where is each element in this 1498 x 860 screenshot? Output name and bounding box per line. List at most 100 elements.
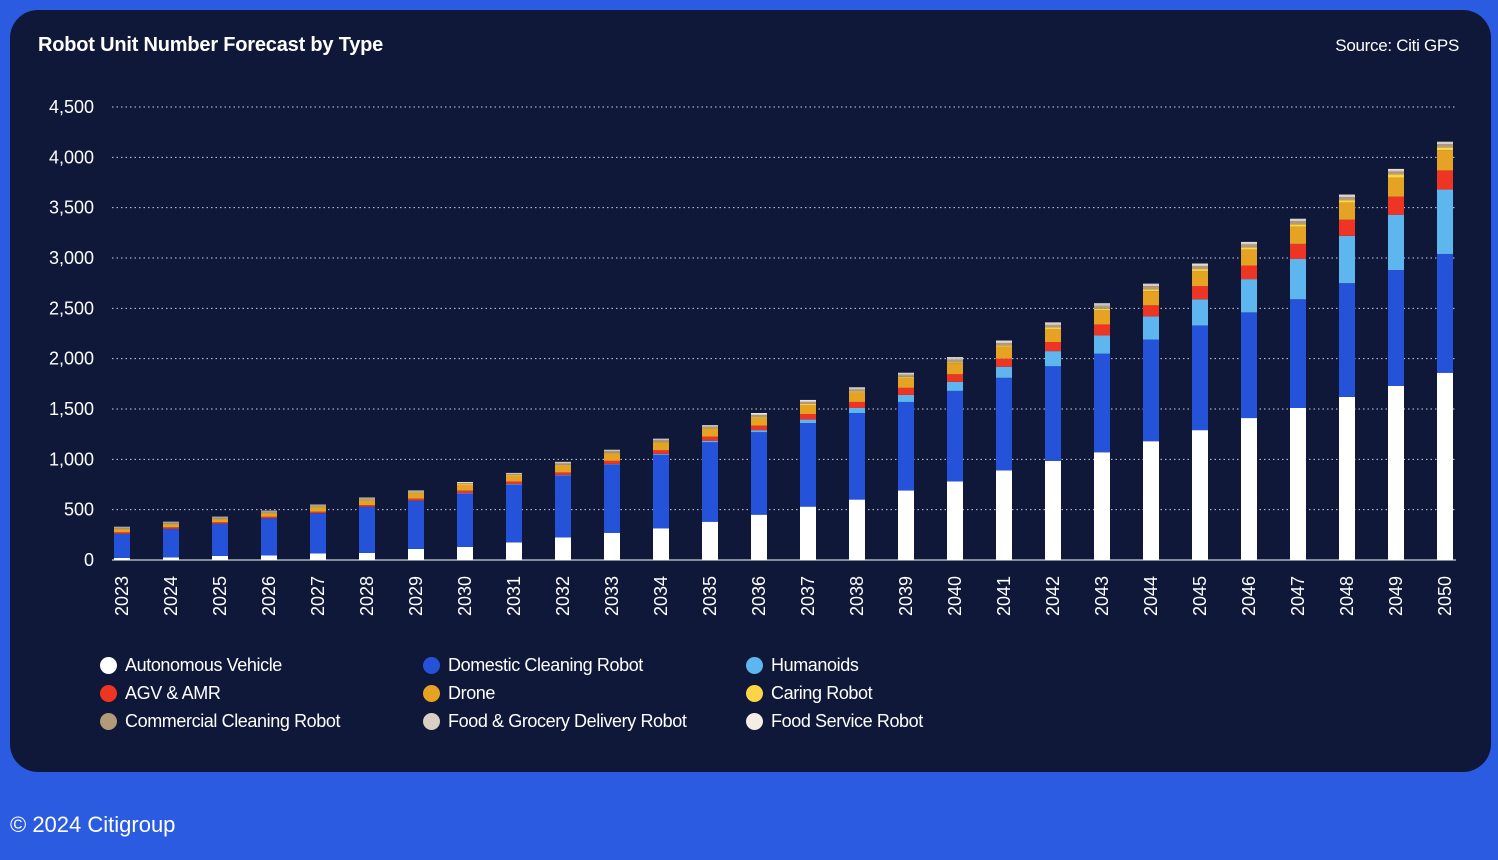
bar-segment (1388, 385, 1404, 560)
legend-label: Food & Grocery Delivery Robot (448, 710, 687, 731)
legend-swatch (746, 712, 763, 730)
bar-segment (1388, 177, 1404, 197)
bar-segment (1192, 299, 1208, 326)
bar-segment (457, 482, 473, 484)
bar-segment (800, 399, 816, 401)
x-tick-label: 2047 (1288, 576, 1308, 616)
bar-segment (800, 401, 816, 404)
bar-segment (1143, 291, 1159, 306)
x-tick-label: 2034 (651, 576, 671, 616)
bar-segment (359, 498, 375, 499)
bar-segment (702, 436, 718, 441)
y-tick-label: 0 (84, 550, 94, 570)
bar-segment (604, 453, 620, 461)
y-tick-label: 2,000 (49, 349, 94, 369)
bar-segment (751, 413, 767, 415)
bar-segment (653, 453, 669, 455)
x-tick-label: 2035 (700, 576, 720, 616)
bar-segment (604, 451, 620, 453)
bar-segment (1143, 286, 1159, 290)
bar-segment (506, 474, 522, 476)
bar-segment (947, 381, 963, 391)
bar-segment (1388, 270, 1404, 386)
bar-segment (1045, 351, 1061, 367)
bar-segment (310, 553, 326, 560)
legend-label: Drone (448, 682, 496, 703)
x-tick-label: 2032 (553, 576, 573, 616)
bar-segment (653, 442, 669, 451)
bar-segment (457, 493, 473, 494)
bar-segment (1241, 265, 1257, 280)
bar-segment (947, 362, 963, 364)
bar-segment (1437, 253, 1453, 373)
x-tick-label: 2046 (1239, 576, 1259, 616)
bar-segment (751, 415, 767, 418)
bar-segment (898, 372, 914, 374)
bar-segment (555, 461, 571, 463)
bar-segment (457, 546, 473, 560)
x-tick-label: 2033 (602, 576, 622, 616)
legend-item: Commercial Cleaning Robot (100, 707, 423, 735)
bar-segment (408, 548, 424, 560)
legend-item: AGV & AMR (100, 679, 423, 707)
bar-segment (947, 481, 963, 560)
bar-segment (506, 475, 522, 482)
bar-segment (261, 518, 277, 556)
bar-segment (996, 341, 1012, 344)
bar-segment (898, 377, 914, 388)
bar-segment (849, 387, 865, 389)
bar-segment (555, 474, 571, 476)
bar-segment (555, 462, 571, 464)
x-tick-label: 2026 (259, 576, 279, 616)
bar-segment (163, 527, 179, 529)
bar-segment (212, 518, 228, 520)
bar-segment (1045, 327, 1061, 329)
bar-segment (1192, 263, 1208, 265)
x-tick-label: 2048 (1337, 576, 1357, 616)
bar-segment (996, 366, 1012, 378)
bar-segment (604, 450, 620, 452)
bar-segment (1241, 279, 1257, 313)
legend-item: Caring Robot (746, 679, 1006, 707)
bar-segment (702, 426, 718, 429)
x-tick-label: 2043 (1092, 576, 1112, 616)
bar-segment (702, 442, 718, 522)
bar-segment (457, 484, 473, 491)
bar-segment (1143, 284, 1159, 287)
bar-segment (1290, 226, 1306, 244)
bar-segment (1241, 312, 1257, 419)
bar-segment (1192, 269, 1208, 272)
bar-segment (996, 346, 1012, 359)
bar-segment (555, 472, 571, 475)
x-tick-label: 2023 (112, 576, 132, 616)
bar-segment (1241, 249, 1257, 266)
bar-segment (800, 404, 816, 415)
bar-segment (604, 463, 620, 465)
x-tick-label: 2049 (1386, 576, 1406, 616)
bar-segment (114, 557, 130, 560)
chart-legend: Autonomous Vehicle Domestic Cleaning Robo… (100, 651, 1006, 735)
legend-swatch (423, 656, 440, 674)
bar-segment (653, 438, 669, 440)
bar-segment (1388, 171, 1404, 175)
bar-segment (1290, 219, 1306, 222)
bar-segment (1094, 310, 1110, 325)
stacked-bar-chart: 0 500 1,000 1,500 2,000 2,500 3,000 3,500 4,000 4… (49, 97, 1456, 616)
bar-segment (408, 500, 424, 549)
bar-segment (653, 450, 669, 454)
bar-segment (653, 440, 669, 442)
bar-segment (555, 537, 571, 560)
y-tick-label: 4,000 (49, 147, 94, 167)
bar-segment (310, 506, 326, 508)
bar-segment (506, 481, 522, 484)
bar-segment (849, 392, 865, 402)
bar-segment (604, 449, 620, 451)
bar-segment (457, 481, 473, 483)
bar-segment (1045, 324, 1061, 328)
bar-segment (604, 452, 620, 454)
bar-segment (212, 523, 228, 556)
bar-segment (996, 345, 1012, 347)
bar-segment (1290, 224, 1306, 227)
bar-segment (261, 510, 277, 512)
bar-segment (898, 374, 914, 377)
